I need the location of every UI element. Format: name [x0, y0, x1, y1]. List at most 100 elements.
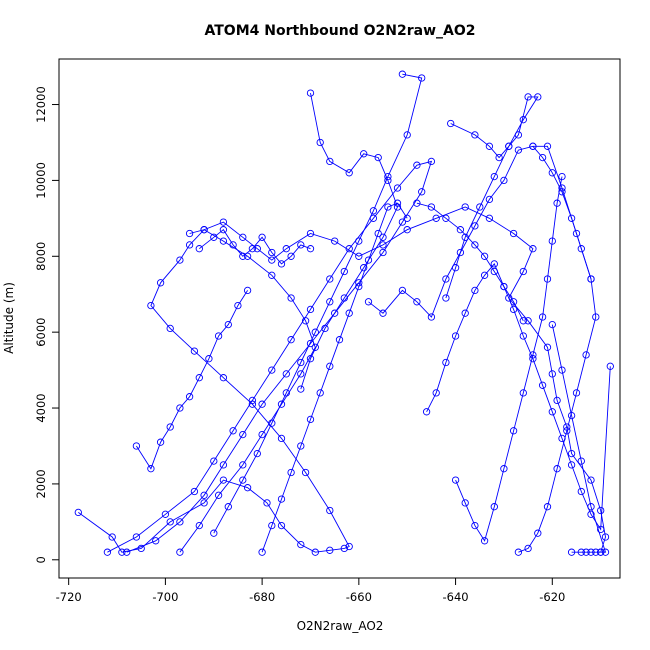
- data-point: [413, 161, 421, 169]
- x-axis-label: O2N2raw_AO2: [297, 619, 384, 633]
- data-point: [534, 93, 542, 101]
- data-point: [485, 214, 494, 222]
- data-point: [306, 415, 315, 424]
- series: [364, 142, 595, 321]
- data-point: [505, 142, 513, 150]
- data-point: [360, 264, 368, 272]
- y-tick-label: 4000: [34, 393, 48, 422]
- data-point: [418, 188, 426, 196]
- data-point: [587, 548, 595, 556]
- data-point: [364, 298, 373, 306]
- data-point: [147, 465, 155, 473]
- data-point: [374, 153, 382, 162]
- series-line: [107, 160, 433, 553]
- data-point: [509, 305, 518, 314]
- data-point: [185, 241, 194, 249]
- y-axis: 0 2000 4000 6000 8000 10000 12000: [34, 86, 60, 563]
- series-line: [261, 202, 408, 553]
- data-point: [567, 449, 576, 458]
- data-point: [326, 298, 334, 306]
- series: [132, 286, 252, 473]
- data-point: [219, 461, 228, 469]
- data-point: [287, 252, 295, 260]
- chart-title: ATOM4 Northbound O2N2raw_AO2: [205, 23, 476, 39]
- data-point: [592, 313, 600, 321]
- data-point: [166, 324, 174, 333]
- data-point: [524, 93, 532, 101]
- data-point: [364, 256, 373, 264]
- data-point: [340, 294, 348, 302]
- data-point: [340, 267, 348, 276]
- data-point: [316, 138, 324, 147]
- data-point: [456, 248, 465, 257]
- data-point: [219, 476, 228, 484]
- series-line: [213, 73, 423, 534]
- data-point: [355, 237, 363, 245]
- data-point: [243, 252, 252, 260]
- series: [514, 142, 600, 556]
- data-point: [200, 499, 208, 507]
- y-tick-label: 2000: [34, 469, 48, 498]
- series-layer: [74, 70, 614, 556]
- data-point: [287, 294, 295, 302]
- data-point: [461, 203, 469, 211]
- series: [210, 70, 426, 537]
- data-point: [331, 237, 339, 245]
- data-point: [268, 366, 276, 374]
- data-point: [156, 438, 165, 446]
- data-point: [210, 457, 218, 465]
- data-point: [519, 332, 527, 340]
- data-point: [427, 157, 436, 166]
- data-point: [239, 476, 247, 484]
- data-point: [268, 248, 276, 257]
- data-point: [190, 487, 199, 496]
- data-point: [587, 275, 595, 283]
- data-point: [514, 146, 523, 154]
- data-point: [558, 184, 566, 192]
- data-point: [239, 252, 247, 260]
- data-point: [335, 336, 344, 344]
- data-point: [485, 142, 494, 150]
- data-point: [176, 548, 184, 556]
- data-point: [306, 355, 315, 363]
- data-point: [471, 222, 479, 230]
- data-point: [587, 510, 595, 518]
- data-point: [403, 131, 411, 139]
- data-point: [326, 546, 334, 554]
- data-point: [582, 351, 590, 359]
- series-line: [199, 229, 311, 265]
- series-line: [426, 263, 611, 531]
- data-point: [480, 252, 489, 260]
- data-point: [393, 184, 402, 192]
- data-point: [461, 499, 469, 507]
- data-point: [345, 245, 353, 253]
- series-line: [136, 290, 248, 470]
- data-point: [558, 366, 566, 374]
- data-point: [592, 548, 600, 556]
- data-point: [210, 233, 218, 241]
- data-point: [572, 389, 581, 397]
- data-point: [219, 226, 228, 234]
- data-point: [471, 241, 479, 249]
- series: [442, 93, 542, 302]
- data-point: [442, 275, 450, 283]
- data-point: [200, 226, 208, 234]
- data-point: [340, 544, 348, 553]
- x-tick-label: -660: [346, 590, 372, 604]
- data-point: [577, 245, 585, 253]
- data-point: [297, 241, 305, 249]
- data-point: [471, 131, 479, 139]
- data-point: [471, 286, 479, 295]
- data-point: [485, 195, 494, 204]
- series: [195, 226, 315, 268]
- data-point: [239, 430, 247, 439]
- data-point: [277, 495, 286, 503]
- data-point: [369, 207, 378, 215]
- data-point: [519, 317, 527, 325]
- data-point: [161, 510, 170, 518]
- data-point: [248, 396, 257, 405]
- data-point: [239, 233, 247, 241]
- series: [176, 226, 319, 556]
- data-point: [524, 544, 532, 553]
- data-point: [321, 324, 329, 333]
